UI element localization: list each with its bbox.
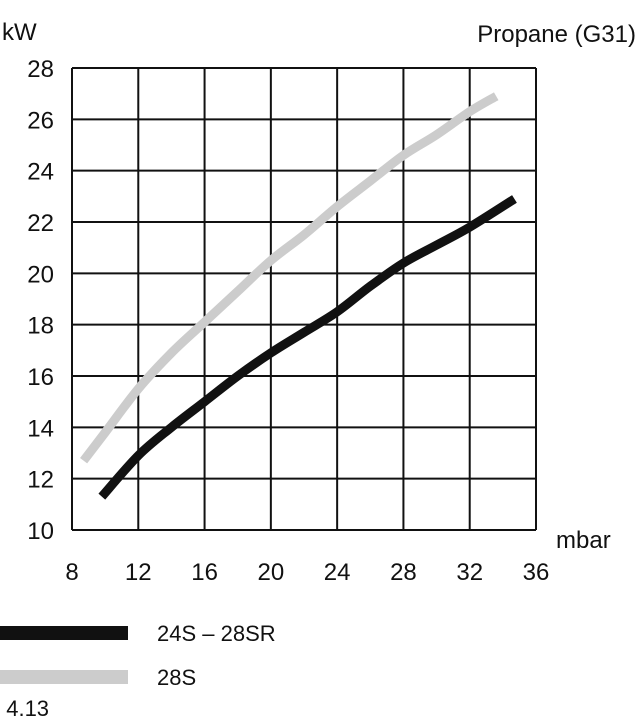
x-tick-label-0: 8 <box>65 559 78 586</box>
y-tick-label-9: 28 <box>27 56 54 83</box>
y-tick-label-6: 22 <box>27 210 54 237</box>
chart-title: Propane (G31) <box>477 21 636 48</box>
x-tick-label-1: 12 <box>125 559 152 586</box>
series-layer <box>80 92 517 500</box>
y-tick-label-8: 26 <box>27 107 54 134</box>
y-tick-label-1: 12 <box>27 467 54 494</box>
legend: 24S – 28SR 28S <box>0 621 276 690</box>
y-tick-label-0: 10 <box>27 518 54 545</box>
series-line-0 <box>98 195 517 500</box>
legend-label-0: 24S – 28SR <box>157 621 276 646</box>
x-tick-label-6: 32 <box>456 559 483 586</box>
grid <box>71 67 537 531</box>
legend-label-1: 28S <box>157 665 196 690</box>
x-axis-label: mbar <box>556 527 611 554</box>
x-tick-label-3: 20 <box>258 559 285 586</box>
y-axis-ticks: 10 12 14 16 18 20 22 24 26 28 <box>27 56 54 545</box>
y-tick-label-4: 18 <box>27 313 54 340</box>
series-line-1 <box>80 92 499 464</box>
y-tick-label-7: 24 <box>27 159 54 186</box>
x-axis-ticks: 8 12 16 20 24 28 32 36 <box>65 559 549 586</box>
y-axis-label: kW <box>2 19 37 46</box>
x-tick-label-4: 24 <box>324 559 351 586</box>
figure-caption: . 4.13 <box>0 696 49 721</box>
x-tick-label-7: 36 <box>523 559 550 586</box>
x-tick-label-5: 28 <box>390 559 417 586</box>
y-tick-label-3: 16 <box>27 364 54 391</box>
y-tick-label-2: 14 <box>27 415 54 442</box>
y-tick-label-5: 20 <box>27 261 54 288</box>
x-tick-label-2: 16 <box>191 559 218 586</box>
